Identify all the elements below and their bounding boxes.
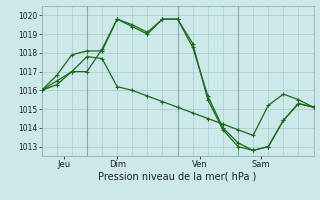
X-axis label: Pression niveau de la mer( hPa ): Pression niveau de la mer( hPa ) (99, 172, 257, 182)
